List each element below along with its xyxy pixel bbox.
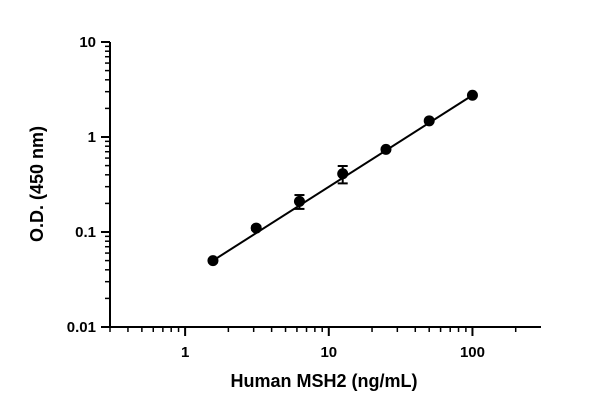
data-point bbox=[250, 222, 262, 234]
y-tick-label: 0.1 bbox=[75, 224, 96, 241]
data-point bbox=[293, 195, 305, 207]
y-tick-label: 10 bbox=[79, 34, 96, 51]
x-tick-label: 1 bbox=[181, 344, 189, 361]
data-point bbox=[207, 255, 219, 267]
axes-layer bbox=[109, 42, 541, 328]
y-axis-title: O.D. (450 nm) bbox=[27, 126, 47, 242]
ticks-layer bbox=[101, 41, 517, 336]
x-tick-label: 100 bbox=[460, 344, 485, 361]
y-tick-label: 1 bbox=[88, 129, 96, 146]
x-axis-title: Human MSH2 (ng/mL) bbox=[231, 371, 418, 391]
data-point bbox=[337, 168, 349, 180]
data-layer bbox=[207, 89, 478, 267]
y-tick-label: 0.01 bbox=[67, 319, 96, 336]
tick-labels-layer: 1 10 100 0.01 0.1 1 10 bbox=[67, 34, 485, 361]
data-point bbox=[380, 143, 392, 155]
data-point bbox=[423, 115, 435, 127]
x-tick-label: 10 bbox=[320, 344, 337, 361]
data-point bbox=[466, 89, 478, 101]
